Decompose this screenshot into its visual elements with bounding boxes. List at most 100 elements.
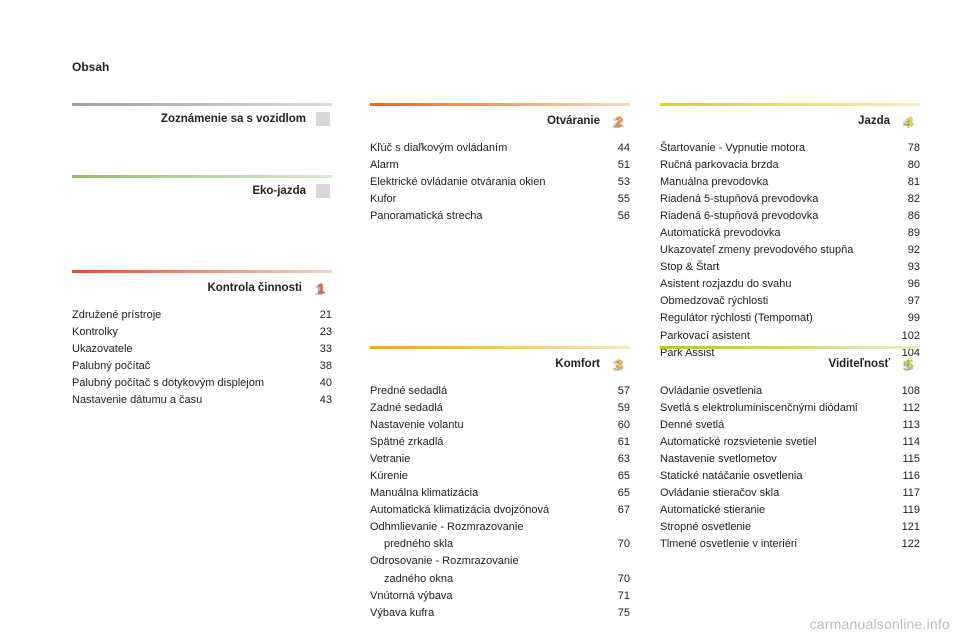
toc-item: Palubný počítač38	[72, 358, 332, 375]
toc-item-page: 65	[600, 468, 630, 485]
toc-item: Stop & Štart93	[660, 259, 920, 276]
toc-item-label: Tlmené osvetlenie v interiéri	[660, 536, 890, 553]
toc-item-page: 51	[600, 157, 630, 174]
toc-item-page: 82	[890, 191, 920, 208]
toc-item-label: Elektrické ovládanie otvárania okien	[370, 174, 600, 191]
toc-item-label: Ovládanie stieračov skla	[660, 485, 890, 502]
toc-item: Riadená 6-stupňová prevodovka86	[660, 208, 920, 225]
toc-item-label: Palubný počítač s dotykovým displejom	[72, 375, 302, 392]
section-rule	[72, 175, 332, 178]
section-rule	[660, 346, 920, 349]
toc-item-label: Stop & Štart	[660, 259, 890, 276]
toc-item: Statické natáčanie osvetlenia116	[660, 468, 920, 485]
toc-item-page: 55	[600, 191, 630, 208]
toc-item-page: 102	[890, 328, 920, 345]
toc-item-page: 59	[600, 400, 630, 417]
toc-item: Obmedzovač rýchlosti97	[660, 293, 920, 310]
toc-item-page: 71	[600, 588, 630, 605]
toc-item-page: 23	[302, 324, 332, 341]
toc-item: Združené prístroje21	[72, 307, 332, 324]
toc-item-page: 21	[302, 307, 332, 324]
section-title: Jazda	[858, 115, 890, 127]
toc-item-page: 89	[890, 225, 920, 242]
toc-item-page: 38	[302, 358, 332, 375]
toc-item: Asistent rozjazdu do svahu96	[660, 276, 920, 293]
section-title: Zoznámenie sa s vozidlom	[161, 113, 306, 125]
section-badge	[316, 184, 330, 198]
toc-item-label: Predné sedadlá	[370, 383, 600, 400]
toc-item-label: Panoramatická strecha	[370, 208, 600, 225]
toc-item-page: 70	[600, 536, 630, 553]
section-header: Kontrola činnosti 1	[72, 279, 332, 297]
toc-item: Manuálna prevodovka81	[660, 174, 920, 191]
toc-item-label: Ukazovateľ zmeny prevodového stupňa	[660, 242, 890, 259]
section-header: Jazda4	[660, 112, 920, 130]
toc-item-label: Výbava kufra	[370, 605, 600, 622]
section-title: Otváranie	[547, 115, 600, 127]
toc-section: Viditeľnosť5Ovládanie osvetlenia108Svetl…	[660, 346, 920, 553]
toc-item: Ukazovateľ zmeny prevodového stupňa92	[660, 242, 920, 259]
toc-item: Riadená 5-stupňová prevodovka82	[660, 191, 920, 208]
section-header: Eko-jazda	[72, 184, 332, 198]
toc-item-label: Ručná parkovacia brzda	[660, 157, 890, 174]
toc-item: predného skla70	[370, 536, 630, 553]
toc-item-page: 121	[890, 519, 920, 536]
toc-item-page: 122	[890, 536, 920, 553]
toc-item: Kľúč s diaľkovým ovládaním44	[370, 140, 630, 157]
toc-item-label: Alarm	[370, 157, 600, 174]
toc-item-label: Automatické rozsvietenie svetiel	[660, 434, 890, 451]
toc-item-page: 57	[600, 383, 630, 400]
toc-item: Kúrenie65	[370, 468, 630, 485]
section-rule	[370, 346, 630, 349]
toc-item: Ručná parkovacia brzda80	[660, 157, 920, 174]
toc-item: zadného okna70	[370, 571, 630, 588]
toc-item-label: Svetlá s elektroluminiscenčnými diódami	[660, 400, 890, 417]
toc-item-page: 113	[890, 417, 920, 434]
toc-item: Alarm51	[370, 157, 630, 174]
section-header: Viditeľnosť5	[660, 355, 920, 373]
toc-item: Panoramatická strecha56	[370, 208, 630, 225]
toc-item: Kontrolky23	[72, 324, 332, 341]
toc-item-page: 99	[890, 310, 920, 327]
section-title: Kontrola činnosti	[207, 282, 302, 294]
toc-item-page: 40	[302, 375, 332, 392]
section-rule	[370, 103, 630, 106]
toc-item-page: 96	[890, 276, 920, 293]
toc-section: Kontrola činnosti1Združené prístroje21Ko…	[72, 270, 332, 409]
toc-item-page: 63	[600, 451, 630, 468]
section-items: Kľúč s diaľkovým ovládaním44Alarm51Elekt…	[370, 140, 630, 225]
toc-item: Automatické stieranie119	[660, 502, 920, 519]
toc-item-page: 116	[890, 468, 920, 485]
toc-item-label: Manuálna prevodovka	[660, 174, 890, 191]
toc-item-label: Parkovací asistent	[660, 328, 890, 345]
section-rule	[660, 103, 920, 106]
toc-item-page: 115	[890, 451, 920, 468]
toc-item: Ovládanie stieračov skla117	[660, 485, 920, 502]
toc-item: Automatická prevodovka89	[660, 225, 920, 242]
toc-item-label: Spätné zrkadlá	[370, 434, 600, 451]
toc-section: Jazda4 Štartovanie - Vypnutie motora78Ruč…	[660, 103, 920, 362]
toc-item-label: Odrosovanie - Rozmrazovanie	[370, 553, 600, 570]
toc-item-page: 44	[600, 140, 630, 157]
section-badge: 1	[312, 279, 330, 297]
toc-item-page: 93	[890, 259, 920, 276]
toc-item: Elektrické ovládanie otvárania okien53	[370, 174, 630, 191]
toc-item-label: Ukazovatele	[72, 341, 302, 358]
toc-item: Výbava kufra75	[370, 605, 630, 622]
toc-item: Štartovanie - Vypnutie motora78	[660, 140, 920, 157]
toc-item-label: Riadená 5-stupňová prevodovka	[660, 191, 890, 208]
section-badge	[316, 112, 330, 126]
toc-item: Vetranie63	[370, 451, 630, 468]
toc-item-page: 117	[890, 485, 920, 502]
section-badge: 3	[610, 355, 628, 373]
toc-item-page: 114	[890, 434, 920, 451]
toc-item-page: 70	[600, 571, 630, 588]
section-header: Otváranie2	[370, 112, 630, 130]
toc-item-page: 43	[302, 392, 332, 409]
toc-item: Svetlá s elektroluminiscenčnými diódami1…	[660, 400, 920, 417]
toc-item-label: Statické natáčanie osvetlenia	[660, 468, 890, 485]
toc-item-label: Kufor	[370, 191, 600, 208]
toc-item-label: Automatická prevodovka	[660, 225, 890, 242]
toc-item: Stropné osvetlenie121	[660, 519, 920, 536]
toc-item: Kufor55	[370, 191, 630, 208]
